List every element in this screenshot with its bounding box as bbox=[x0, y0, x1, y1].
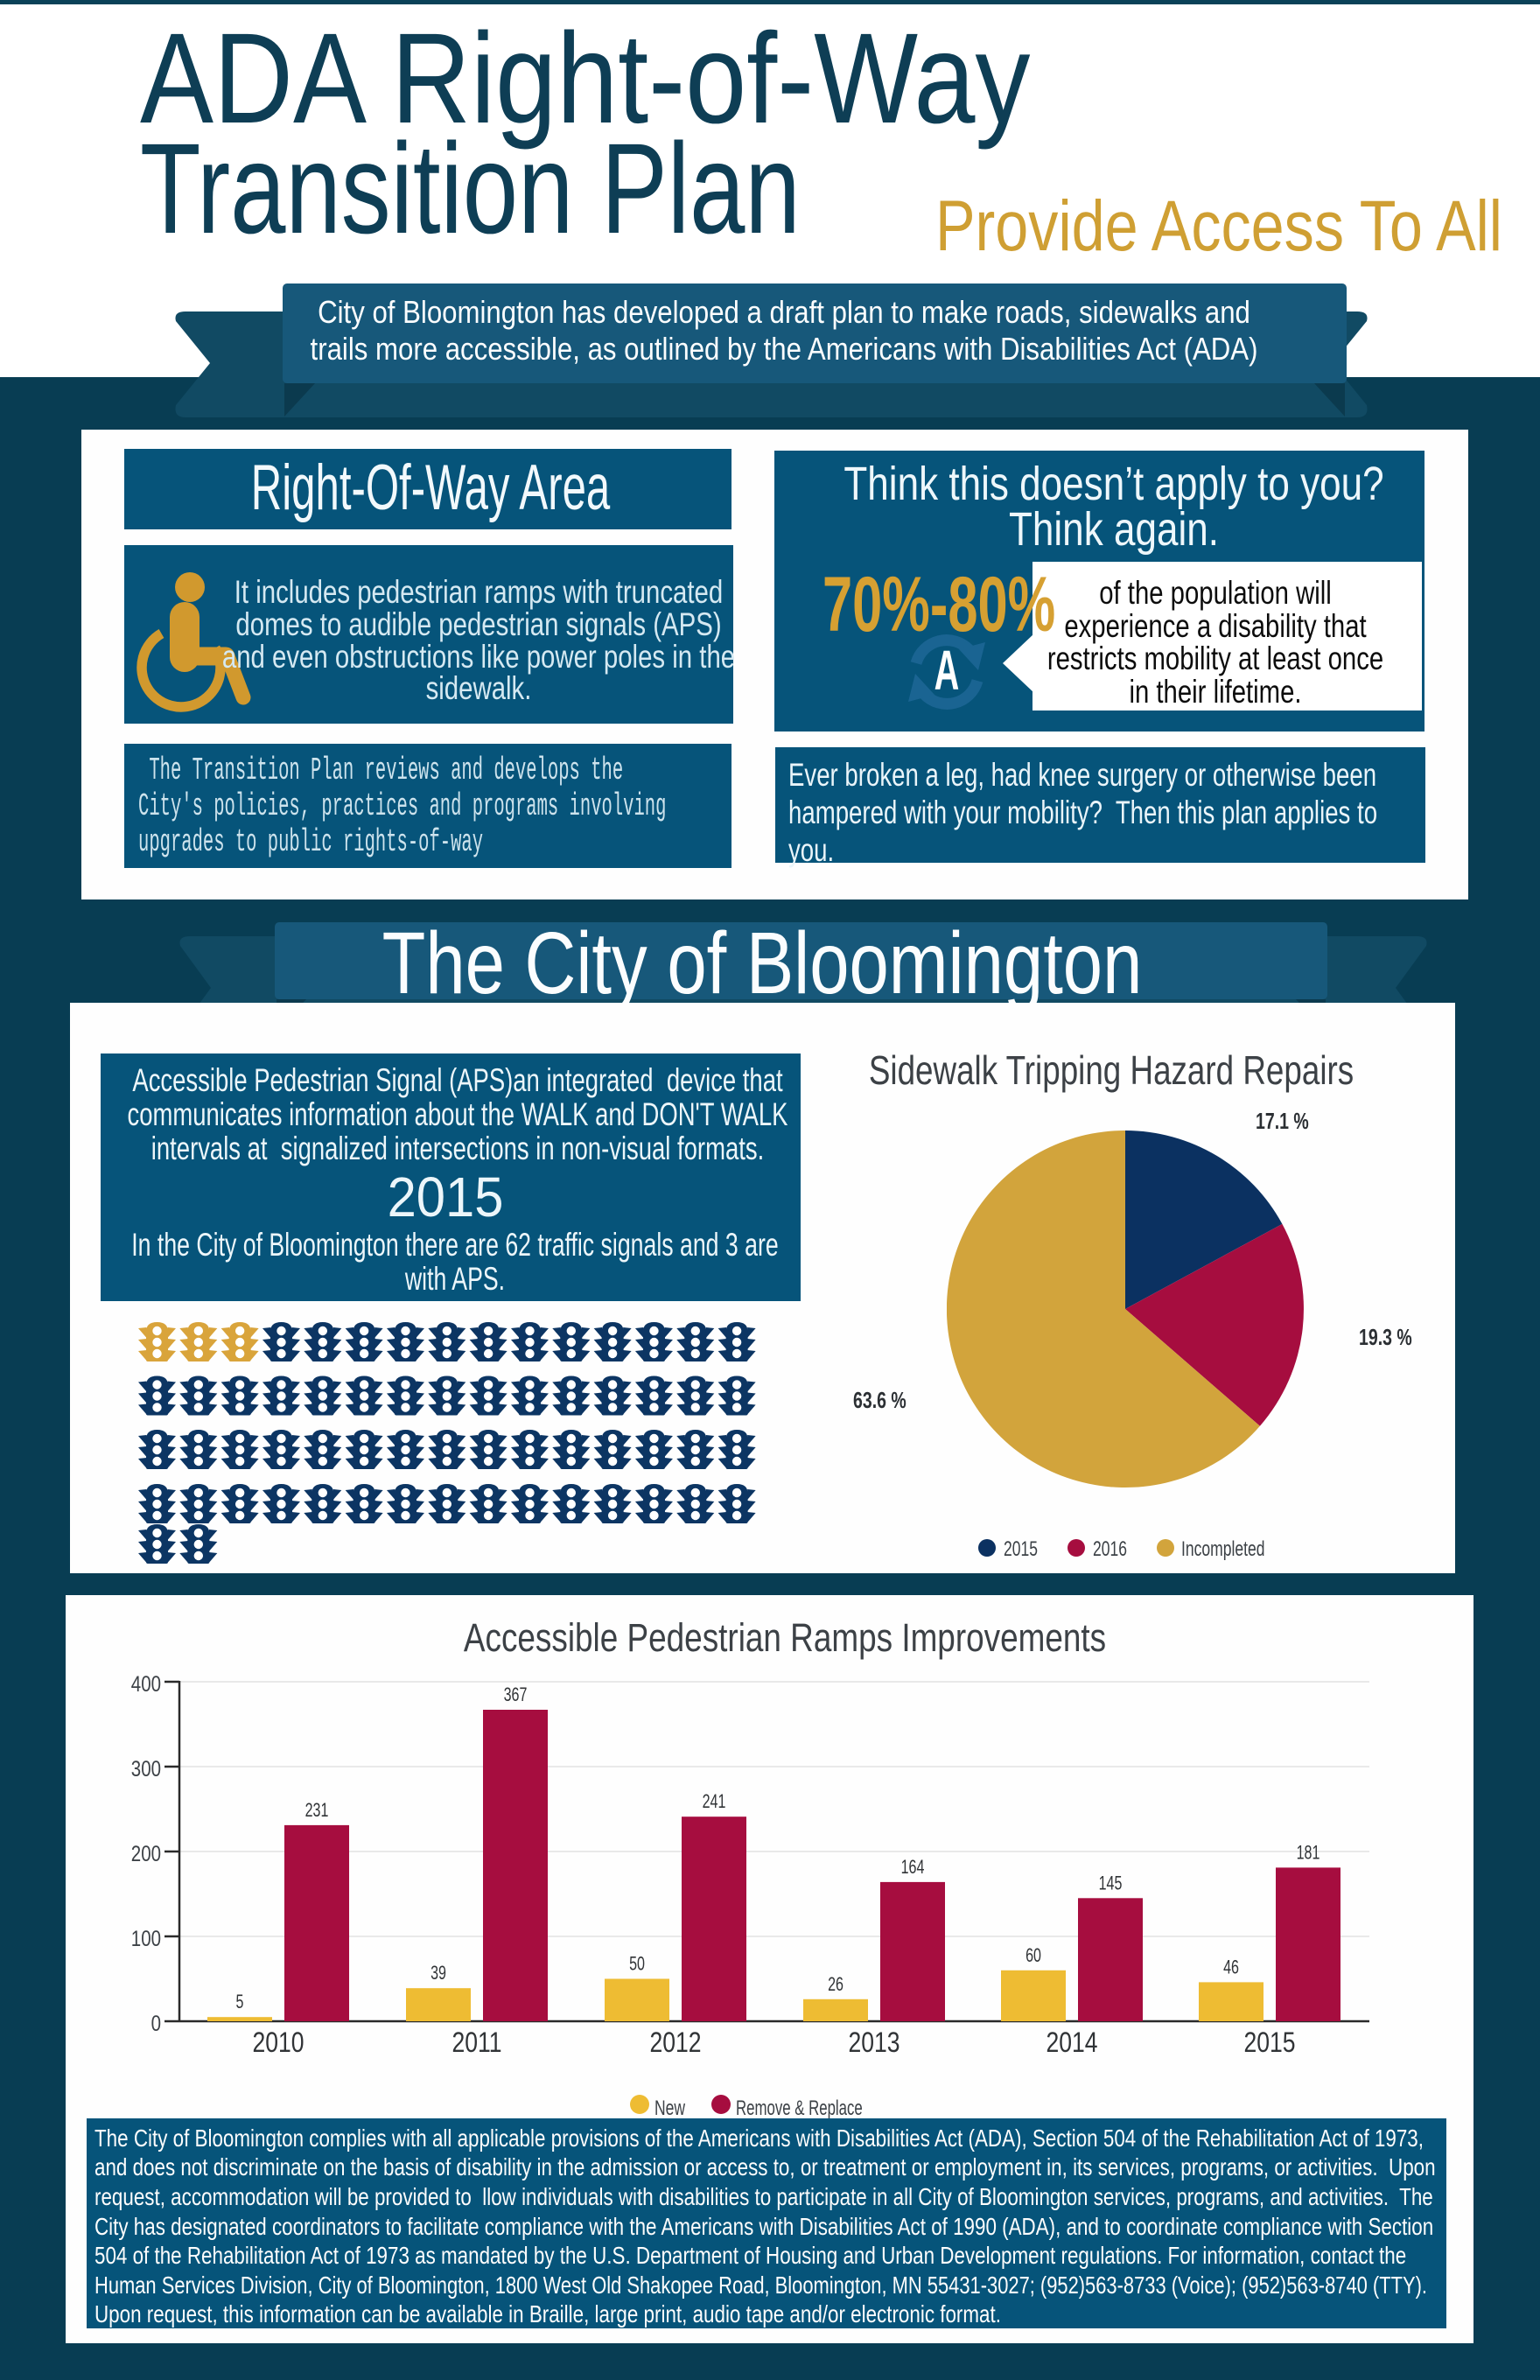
svg-text:2012: 2012 bbox=[649, 2027, 701, 2059]
svg-text:2010: 2010 bbox=[252, 2027, 304, 2059]
svg-text:367: 367 bbox=[504, 1685, 528, 1706]
svg-text:46: 46 bbox=[1223, 1957, 1239, 1978]
svg-text:231: 231 bbox=[305, 1801, 329, 1822]
svg-text:50: 50 bbox=[629, 1954, 645, 1975]
svg-text:241: 241 bbox=[703, 1792, 726, 1813]
svg-text:145: 145 bbox=[1099, 1873, 1123, 1894]
svg-text:26: 26 bbox=[828, 1975, 844, 1996]
svg-text:39: 39 bbox=[430, 1964, 446, 1984]
svg-text:5: 5 bbox=[236, 1992, 244, 2013]
svg-text:60: 60 bbox=[1026, 1946, 1041, 1967]
svg-text:2015: 2015 bbox=[1243, 2027, 1295, 2059]
svg-text:164: 164 bbox=[901, 1858, 925, 1879]
svg-text:2011: 2011 bbox=[452, 2027, 501, 2059]
svg-text:181: 181 bbox=[1297, 1843, 1320, 1864]
svg-text:2014: 2014 bbox=[1046, 2027, 1097, 2059]
svg-text:2013: 2013 bbox=[848, 2027, 900, 2059]
